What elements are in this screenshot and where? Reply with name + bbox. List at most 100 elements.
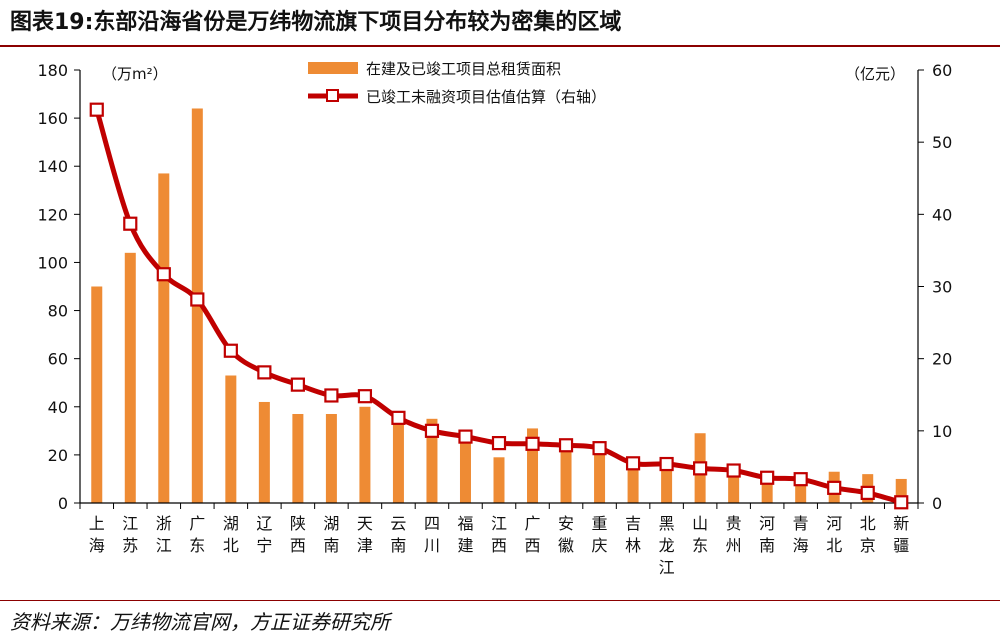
category-label: 湖北	[223, 514, 239, 555]
category-label: 新疆	[893, 514, 909, 555]
bar-上海	[91, 286, 103, 503]
left-tick-label: 80	[48, 302, 68, 321]
marker-广东	[190, 292, 205, 307]
bar-湖北	[225, 375, 237, 503]
marker-湖北	[223, 343, 238, 358]
right-tick-label: 30	[932, 278, 952, 297]
legend-line-marker	[326, 89, 339, 102]
category-label: 四川	[424, 514, 440, 555]
bar-新疆	[895, 478, 907, 503]
marker-重庆	[592, 441, 607, 456]
marker-陕西	[290, 377, 305, 392]
right-axis-ticks: 0 10 20 30 40 50 60	[918, 61, 952, 513]
marker-安徽	[558, 438, 574, 453]
category-label: 湖南	[323, 514, 339, 555]
bar-云南	[392, 418, 404, 503]
left-tick-label: 180	[37, 61, 68, 80]
source-note: 资料来源：万纬物流官网，方正证券研究所	[10, 610, 390, 634]
marker-湖南	[324, 388, 339, 403]
category-label: 黑龙江	[659, 514, 675, 577]
category-label: 江苏	[122, 514, 138, 555]
source-rule	[0, 600, 1000, 601]
right-tick-label: 60	[932, 61, 952, 80]
category-label: 北京	[860, 514, 876, 555]
legend-bar-label: 在建及已竣工项目总租赁面积	[366, 60, 561, 78]
category-label: 河南	[759, 514, 775, 555]
left-tick-label: 20	[48, 446, 68, 465]
bar-吉林	[627, 466, 639, 503]
right-tick-label: 20	[932, 350, 952, 369]
right-axis-unit: （亿元）	[845, 65, 905, 83]
category-label: 浙江	[156, 514, 172, 555]
bar-青海	[795, 476, 807, 503]
category-label: 广东	[189, 514, 205, 555]
right-tick-label: 40	[932, 205, 952, 224]
marker-北京	[860, 485, 875, 500]
bar-陕西	[292, 413, 304, 503]
category-label: 上海	[89, 514, 105, 555]
right-tick-label: 0	[932, 494, 942, 513]
marker-江苏	[123, 216, 138, 231]
bar-天津	[359, 406, 371, 503]
legend-bar-swatch	[308, 62, 358, 74]
category-label: 青海	[793, 514, 809, 555]
bar-浙江	[158, 173, 170, 503]
combo-chart: 0 20 40 60 80 100 120 140 160 180 0 10 20 30 40 50 60 上…	[37, 60, 952, 577]
marker-浙江	[156, 267, 171, 282]
category-label: 江西	[491, 514, 507, 555]
legend-line-label: 已竣工未融资项目估值估算（右轴）	[366, 88, 606, 106]
bar-广西	[527, 428, 539, 503]
category-label: 陕西	[290, 514, 306, 555]
category-label: 云南	[390, 514, 406, 555]
bar-江西	[493, 457, 505, 503]
left-tick-label: 160	[37, 109, 68, 128]
category-label: 广西	[525, 514, 541, 555]
left-tick-label: 60	[48, 350, 68, 369]
category-label: 吉林	[625, 514, 641, 555]
category-label: 重庆	[592, 514, 608, 555]
bar-河南	[761, 478, 773, 503]
marker-辽宁	[257, 365, 272, 380]
legend: 在建及已竣工项目总租赁面积 已竣工未融资项目估值估算（右轴）	[308, 60, 606, 106]
right-tick-label: 50	[932, 133, 952, 152]
marker-河南	[760, 470, 775, 485]
marker-河北	[827, 480, 842, 495]
marker-黑龙江	[659, 456, 674, 472]
marker-青海	[793, 472, 808, 487]
marker-四川	[424, 423, 440, 438]
bar-安徽	[560, 440, 572, 503]
category-label: 天津	[357, 514, 373, 555]
title-rule	[0, 45, 1000, 47]
marker-山东	[693, 461, 708, 476]
category-label: 安徽	[558, 514, 574, 555]
category-label: 山东	[692, 514, 708, 555]
bar-辽宁	[258, 401, 270, 503]
marker-广西	[525, 436, 540, 451]
marker-贵州	[726, 463, 741, 478]
marker-上海	[89, 102, 104, 117]
category-label: 贵州	[726, 514, 742, 555]
left-axis-ticks: 0 20 40 60 80 100 120 140 160 180	[37, 61, 80, 513]
bar-四川	[426, 418, 438, 503]
left-tick-label: 100	[37, 253, 68, 272]
bar-重庆	[594, 450, 606, 503]
marker-天津	[357, 389, 373, 404]
page-title: 图表19:东部沿海省份是万纬物流旗下项目分布较为密集的区域	[10, 10, 622, 35]
marker-福建	[458, 429, 473, 444]
category-label: 辽宁	[256, 514, 272, 555]
left-tick-label: 0	[58, 494, 68, 513]
left-tick-label: 120	[37, 205, 68, 224]
left-tick-label: 140	[37, 157, 68, 176]
left-tick-label: 40	[48, 398, 68, 417]
marker-吉林	[625, 456, 641, 471]
bar-江苏	[124, 252, 136, 503]
bar-黑龙江	[661, 462, 673, 503]
marker-新疆	[894, 495, 909, 510]
marker-江西	[491, 436, 507, 451]
category-label: 河北	[826, 514, 842, 555]
bar-湖南	[325, 413, 337, 503]
x-axis-ticks	[79, 503, 919, 509]
bar-福建	[459, 435, 471, 503]
